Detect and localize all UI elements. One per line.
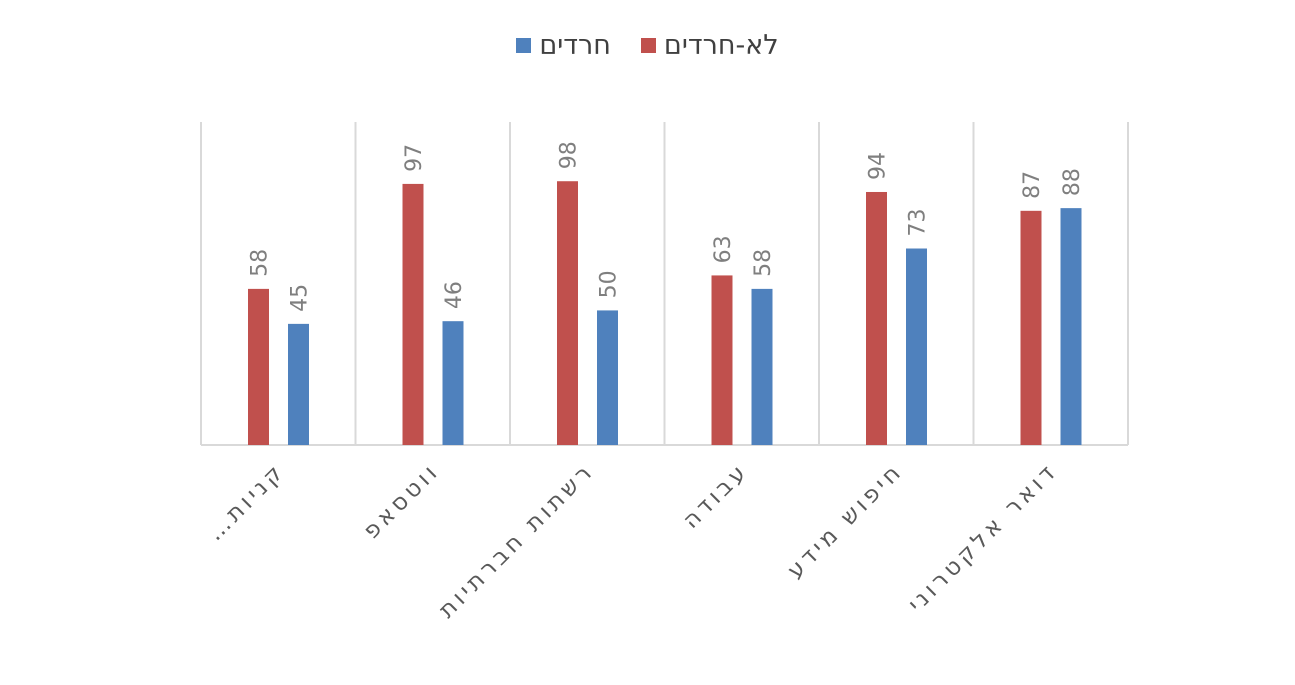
data-label: 94 — [866, 152, 891, 180]
legend: חרדים לא-חרדים — [0, 30, 1295, 61]
data-label: 73 — [906, 209, 931, 237]
bar-haredim — [288, 323, 309, 445]
bar-non-haredim — [1020, 210, 1042, 445]
data-label: 97 — [402, 144, 427, 172]
data-label: 87 — [1020, 171, 1045, 199]
legend-item-non-haredim: לא-חרדים — [640, 30, 779, 61]
data-label: 63 — [711, 235, 736, 263]
bar-haredim — [751, 288, 773, 445]
bar-non-haredim — [711, 275, 733, 445]
category-label: עבודה — [678, 458, 754, 534]
legend-label-haredim: חרדים — [539, 30, 611, 61]
bar-non-haredim — [557, 181, 578, 445]
bar-non-haredim — [402, 183, 424, 446]
bar-haredim — [1060, 208, 1082, 445]
bar-haredim — [906, 248, 927, 445]
data-label: 88 — [1060, 168, 1085, 196]
category-label: קניות… — [202, 458, 290, 546]
legend-swatch-haredim — [516, 38, 532, 53]
data-label: 46 — [442, 281, 467, 309]
data-label: 45 — [288, 284, 313, 312]
legend-swatch-non-haredim — [640, 38, 656, 53]
data-label: 98 — [557, 141, 582, 169]
data-label: 50 — [597, 270, 622, 298]
bar-haredim — [442, 321, 464, 445]
category-label: ווטסאפ — [359, 458, 445, 544]
legend-item-haredim: חרדים — [516, 30, 611, 61]
bar-haredim — [597, 310, 618, 445]
legend-label-non-haredim: לא-חרדים — [663, 30, 779, 61]
bar-non-haredim — [248, 288, 269, 445]
category-label: חיפוש מידע — [783, 458, 909, 584]
category-label: דואר אלקטרוני — [903, 458, 1063, 618]
data-label: 58 — [751, 249, 776, 277]
bar-non-haredim — [866, 191, 887, 445]
data-label: 58 — [248, 249, 273, 277]
category-label: רשתות חברתיות — [434, 458, 599, 623]
